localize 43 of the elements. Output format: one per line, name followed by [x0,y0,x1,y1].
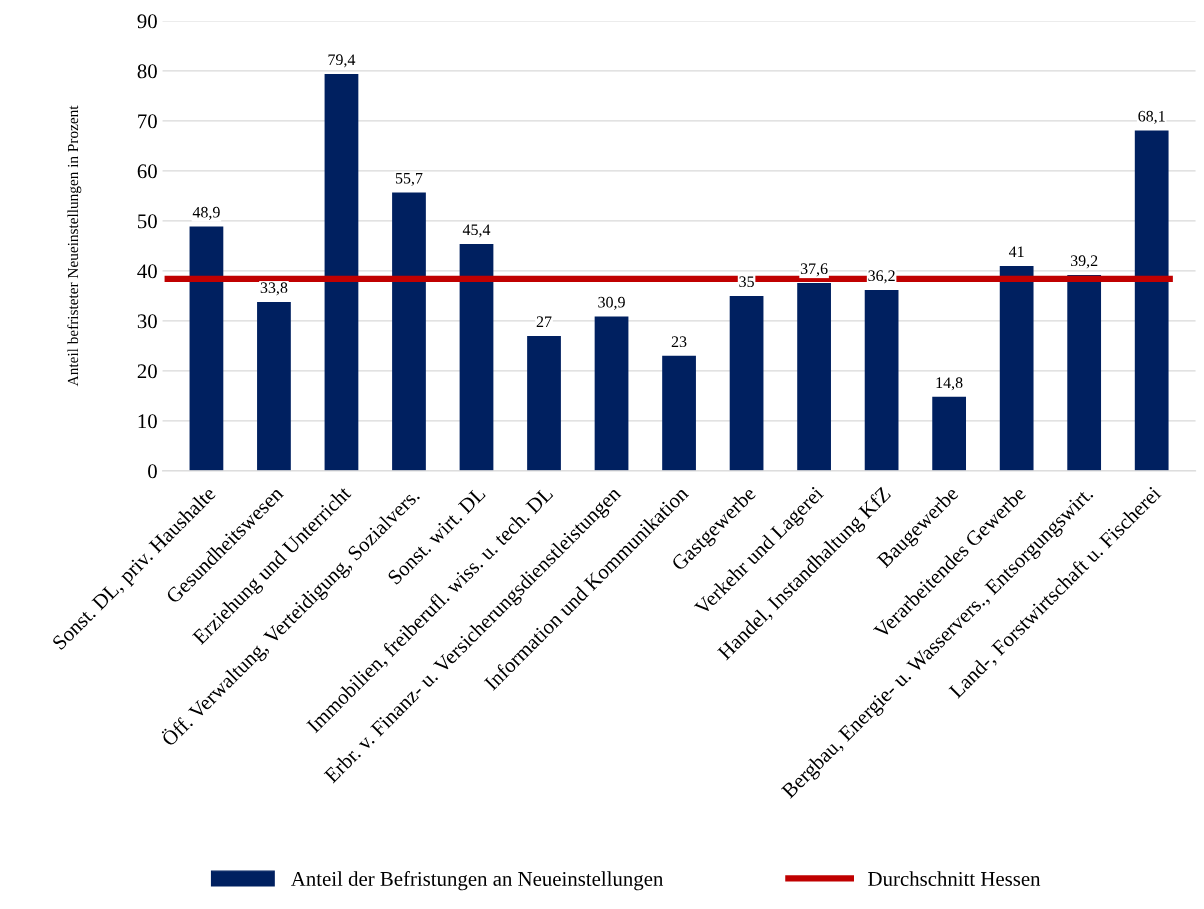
bar [729,295,764,471]
bar [662,355,696,471]
y-tick-label: 80 [137,64,157,79]
bar [1134,130,1169,471]
y-tick-label: 40 [137,264,157,279]
text: 33,8 [260,282,288,296]
y-tick-label: 10 [138,414,157,429]
bar [459,243,494,471]
y-tick-label: 30 [137,314,157,329]
text: 35 [739,276,754,288]
y-tick-label: 60 [137,164,157,179]
bar [999,265,1034,471]
bar [189,226,224,471]
legend-label: Durchschnitt Hessen [868,871,1041,886]
bar [257,301,291,471]
bar [932,396,967,471]
bar [864,289,899,471]
text: 48,9 [192,206,220,220]
bar [1067,274,1102,471]
bar [594,316,629,471]
text: 39,2 [1070,255,1098,269]
y-tick-label: 70 [138,114,157,129]
text: 37,6 [800,263,828,277]
bar [527,335,561,471]
text: 68,1 [1138,110,1165,124]
text: 55,7 [395,172,423,186]
text: 45,4 [462,224,491,238]
text: 30,9 [598,296,625,310]
bar [324,73,359,471]
text: 14,8 [936,377,963,391]
text: 27 [536,316,552,327]
y-tick-label: 0 [148,464,157,479]
text: 79,4 [328,54,356,68]
text: 23 [671,336,687,348]
text: 36,2 [868,270,895,284]
legend-label: Anteil der Befristungen an Neueinstellungen [290,871,664,891]
bar [797,282,831,471]
y-axis-title: Anteil befristeter Neueinstellungen in Prozent [67,105,82,387]
y-tick-label: 90 [137,14,157,29]
text: 41 [1008,246,1024,257]
bar [392,192,426,471]
y-tick-label: 50 [138,214,157,229]
y-tick-label: 20 [137,364,157,379]
